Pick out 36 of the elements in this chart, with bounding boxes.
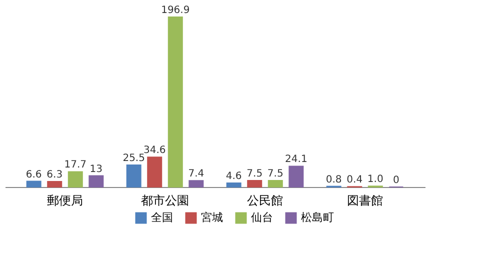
legend-label: 宮城 bbox=[201, 211, 223, 224]
bar bbox=[88, 175, 104, 188]
data-label: 6.3 bbox=[46, 170, 63, 181]
data-label: 24.1 bbox=[285, 154, 308, 166]
x-tick-label: 図書館 bbox=[347, 194, 383, 208]
data-label: 0 bbox=[392, 175, 400, 186]
bar bbox=[168, 16, 183, 188]
bar bbox=[68, 171, 83, 188]
legend-label: 全国 bbox=[151, 211, 173, 224]
data-label: 7.4 bbox=[188, 168, 204, 180]
bar bbox=[126, 164, 142, 188]
data-label: 13 bbox=[90, 164, 103, 175]
bar bbox=[47, 181, 62, 188]
bar bbox=[26, 180, 42, 188]
bar bbox=[147, 156, 162, 188]
bar bbox=[188, 180, 204, 188]
data-label: 7.5 bbox=[267, 168, 284, 180]
data-label: 0.8 bbox=[326, 174, 342, 186]
bar bbox=[268, 180, 283, 188]
data-label: 25.5 bbox=[122, 152, 145, 164]
bar bbox=[226, 182, 242, 188]
data-label: 196.9 bbox=[161, 5, 190, 16]
x-tick-label: 都市公園 bbox=[141, 194, 189, 208]
bar bbox=[247, 180, 262, 188]
data-label: 34.6 bbox=[143, 145, 166, 156]
data-label: 4.6 bbox=[226, 171, 242, 182]
legend-label: 松島町 bbox=[301, 211, 334, 224]
data-label: 17.7 bbox=[64, 160, 87, 171]
data-label: 1.0 bbox=[367, 174, 384, 186]
data-label: 6.6 bbox=[26, 169, 42, 180]
data-label: 7.5 bbox=[246, 168, 263, 180]
legend-label: 仙台 bbox=[251, 211, 273, 224]
x-tick-label: 郵便局 bbox=[47, 194, 83, 208]
bar bbox=[288, 166, 304, 188]
data-label: 0.4 bbox=[346, 174, 363, 186]
x-tick-label: 公民館 bbox=[247, 194, 283, 208]
